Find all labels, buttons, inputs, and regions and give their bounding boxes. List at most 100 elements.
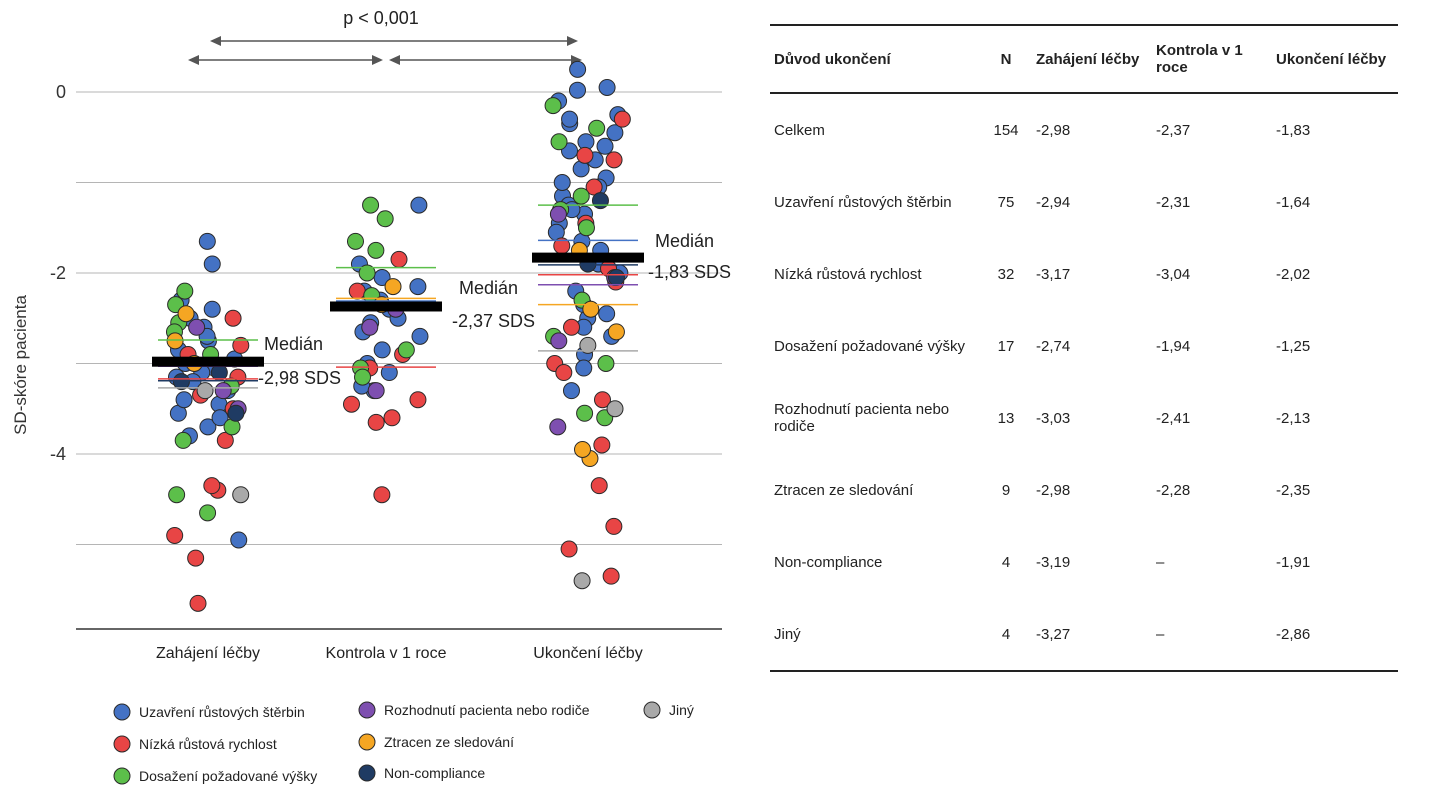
arrow-head — [389, 55, 400, 65]
data-point — [362, 196, 380, 214]
median-value-label: -2,37 SDS — [452, 311, 535, 331]
table-cell: -2,35 — [1276, 481, 1311, 499]
data-point — [177, 305, 195, 323]
data-point — [216, 431, 234, 449]
data-point — [196, 382, 214, 400]
legend-marker — [358, 733, 376, 751]
data-point — [232, 486, 250, 504]
data-point — [576, 146, 594, 164]
data-point — [203, 477, 221, 495]
table-cell: 32 — [997, 265, 1015, 283]
header-n: N — [1000, 50, 1012, 68]
data-point — [591, 192, 609, 210]
arrow-head — [188, 55, 199, 65]
table-cell: Non-compliance — [774, 553, 883, 571]
table-cell: Jiný — [774, 625, 801, 643]
table-cell: – — [1156, 553, 1165, 571]
table-cell: -2,74 — [1036, 337, 1071, 355]
data-point — [590, 477, 608, 495]
y-tick-label: -4 — [50, 444, 66, 464]
data-point — [383, 409, 401, 427]
data-point — [569, 60, 587, 78]
table-cell: -1,64 — [1276, 193, 1311, 211]
table-cell: -2,28 — [1156, 481, 1191, 499]
table-cell: 154 — [993, 121, 1019, 139]
x-category-label: Zahájení léčby — [156, 645, 260, 662]
median-label: Medián — [655, 231, 714, 251]
data-point — [549, 418, 567, 436]
data-point — [175, 391, 193, 409]
median-labels: Medián -2,98 SDS Medián -2,37 SDS Medián -1,8… — [258, 231, 731, 388]
data-point — [572, 187, 590, 205]
median-label: Medián — [264, 334, 323, 354]
legend-label: Ztracen ze sledování — [384, 734, 514, 750]
header-start: Zahájení léčby — [1036, 50, 1140, 68]
median-bar — [330, 301, 442, 312]
y-axis-title: SD-skóre pacienta — [11, 295, 30, 435]
table-cell: 75 — [997, 193, 1015, 211]
table-cell: -3,04 — [1156, 265, 1191, 283]
data-point — [605, 517, 623, 535]
legend-marker — [113, 735, 131, 753]
data-point — [550, 133, 568, 151]
table-row: Ztracen ze sledování 9 -2,98 -2,28 -2,35 — [770, 454, 1398, 526]
table-cell: 4 — [1001, 553, 1011, 571]
data-point — [211, 409, 229, 427]
data-point — [373, 341, 391, 359]
data-point — [553, 174, 571, 191]
y-tick-label: 0 — [56, 82, 66, 102]
data-point — [598, 78, 616, 96]
data-point — [563, 318, 581, 336]
data-point — [358, 264, 376, 282]
median-value-label: -1,83 SDS — [648, 262, 731, 282]
data-point — [230, 531, 248, 549]
data-point — [606, 400, 624, 418]
data-point — [549, 205, 567, 223]
table-cell: Ztracen ze sledování — [774, 481, 914, 499]
data-point — [189, 594, 207, 612]
data-point — [199, 504, 217, 522]
data-point — [561, 110, 579, 128]
legend-marker — [358, 701, 376, 719]
table-cell: -2,41 — [1156, 409, 1191, 427]
y-tick-label: -2 — [50, 263, 66, 283]
data-point — [550, 332, 568, 350]
significance-label: p < 0,001 — [343, 8, 419, 28]
data-point — [575, 359, 593, 377]
data-point — [361, 318, 379, 336]
data-point — [176, 282, 194, 300]
table-cell: -1,94 — [1156, 337, 1191, 355]
data-point — [606, 124, 624, 142]
data-point — [544, 97, 562, 115]
table-cell: 17 — [997, 337, 1015, 355]
data-point — [342, 395, 360, 413]
data-point — [576, 404, 594, 422]
data-point — [224, 309, 242, 327]
legend: Uzavření růstových štěrbin Rozhodnutí pac… — [113, 701, 694, 785]
table-cell: -3,03 — [1036, 409, 1071, 427]
table-row: Dosažení požadované výšky 17 -2,74 -1,94 -1,… — [770, 310, 1398, 382]
data-point — [376, 210, 394, 228]
data-point — [380, 364, 398, 382]
table-cell: -3,19 — [1036, 553, 1071, 571]
data-point — [411, 327, 429, 345]
data-point — [574, 440, 592, 458]
table-cell: Celkem — [774, 121, 825, 139]
table-cell: -1,25 — [1276, 337, 1311, 355]
table-cell: 9 — [1001, 481, 1011, 499]
table-cell: Uzavření růstových štěrbin — [774, 193, 952, 211]
arrow-head — [210, 36, 221, 46]
table-cell: Nízká růstová rychlost — [774, 265, 922, 283]
legend-marker — [358, 764, 376, 782]
significance-arrows — [188, 36, 582, 65]
data-point — [354, 368, 372, 386]
data-point — [397, 341, 415, 359]
data-point — [597, 355, 615, 372]
median-value-label: -2,98 SDS — [258, 368, 341, 388]
table-cell: -2,31 — [1156, 193, 1191, 211]
table-cell: 13 — [997, 409, 1015, 427]
scatter-chart: 0 -2 -4 SD-skóre pacienta p < 0,001 Medián… — [11, 8, 731, 785]
table-header: Důvod ukončení N Zahájení léčby Kontrola… — [770, 25, 1398, 93]
header-reason: Důvod ukončení — [774, 50, 891, 68]
table-row: Rozhodnutí pacienta nebo rodiče 13 -3,03 -2… — [770, 382, 1398, 454]
